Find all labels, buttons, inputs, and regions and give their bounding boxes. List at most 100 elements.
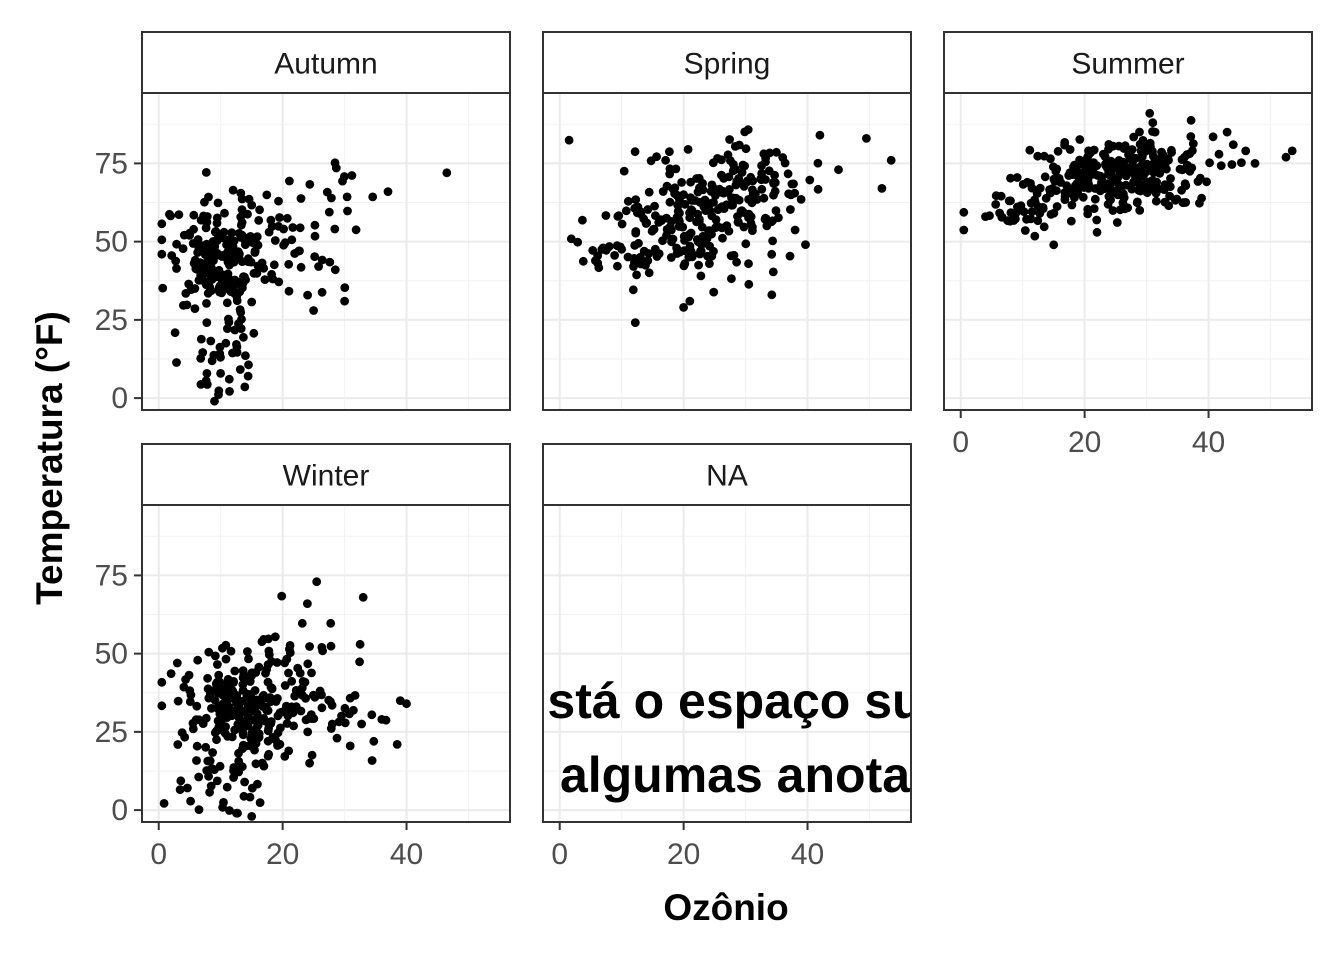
data-point: [644, 268, 654, 278]
data-point: [1060, 192, 1070, 201]
data-point: [280, 658, 290, 668]
data-point: [687, 252, 697, 262]
data-point: [332, 733, 342, 743]
x-tick-label: 20: [667, 838, 700, 871]
data-point: [337, 711, 346, 721]
data-point: [1186, 115, 1196, 125]
data-point: [192, 741, 202, 751]
data-point: [759, 149, 769, 159]
data-point: [728, 200, 737, 210]
data-point: [1112, 218, 1122, 227]
data-point: [238, 730, 248, 740]
data-point: [1049, 174, 1059, 184]
data-point: [203, 673, 213, 683]
data-point: [202, 766, 212, 775]
data-point: [1045, 185, 1054, 195]
data-point: [215, 677, 225, 687]
data-point: [693, 237, 703, 247]
data-point: [273, 728, 283, 738]
data-point: [1120, 204, 1130, 214]
data-point: [675, 208, 684, 218]
data-point: [367, 756, 377, 765]
data-point: [877, 184, 887, 193]
data-point: [203, 684, 213, 694]
data-point: [273, 711, 283, 721]
data-point: [757, 161, 766, 171]
data-point: [326, 724, 336, 733]
data-point: [705, 206, 715, 216]
panel-border: [542, 92, 912, 411]
data-point: [298, 677, 308, 686]
data-point: [186, 796, 196, 806]
data-point: [205, 756, 215, 766]
data-point: [677, 178, 686, 187]
data-point: [658, 236, 667, 246]
data-point: [298, 691, 307, 700]
data-point: [643, 205, 653, 214]
panel-border: [141, 504, 511, 823]
facet-strip-label: Autumn: [274, 48, 377, 81]
data-point: [1164, 155, 1173, 165]
data-point: [796, 195, 806, 204]
data-point: [202, 212, 212, 221]
data-point: [1133, 178, 1143, 187]
data-point: [650, 201, 659, 211]
data-point: [1188, 139, 1198, 149]
data-point: [680, 259, 690, 269]
data-point: [594, 263, 604, 273]
data-point: [279, 240, 288, 250]
data-point: [959, 207, 969, 217]
data-point: [761, 213, 770, 223]
data-point: [176, 776, 186, 786]
data-point: [212, 213, 222, 223]
data-point: [757, 184, 767, 194]
data-points: [157, 158, 452, 406]
data-point: [727, 274, 736, 284]
data-point: [1075, 135, 1085, 144]
x-axis-title: Ozônio: [663, 887, 788, 928]
data-point: [1039, 151, 1049, 161]
data-point: [683, 145, 693, 154]
data-point: [230, 725, 240, 735]
data-point: [679, 303, 688, 312]
data-point: [212, 735, 221, 745]
data-point: [216, 352, 225, 362]
grid-lines: [142, 505, 510, 822]
data-point: [696, 271, 706, 281]
data-point: [238, 279, 248, 288]
data-point: [715, 203, 725, 213]
data-point: [652, 252, 662, 261]
data-point: [303, 599, 312, 608]
data-point: [297, 683, 307, 693]
data-point: [240, 777, 250, 787]
data-point: [170, 328, 180, 338]
data-point: [230, 275, 240, 285]
facet-strip-label: Summer: [1071, 48, 1184, 81]
data-point: [644, 187, 654, 197]
data-point: [274, 196, 283, 206]
data-point: [194, 772, 204, 782]
data-point: [204, 647, 214, 657]
data-point: [610, 251, 619, 260]
data-point: [1106, 170, 1116, 180]
data-point: [251, 238, 261, 248]
data-point: [621, 206, 631, 216]
data-point: [245, 673, 255, 682]
data-point: [271, 697, 281, 706]
data-point: [1165, 191, 1174, 201]
data-point: [1113, 190, 1123, 200]
data-point: [1083, 204, 1093, 214]
data-point: [1180, 153, 1189, 162]
facet-strip-label: NA: [706, 460, 748, 493]
data-point: [225, 689, 235, 699]
data-point: [1011, 208, 1021, 218]
data-point: [288, 223, 298, 232]
data-point: [247, 200, 257, 210]
data-point: [254, 216, 264, 225]
data-point: [748, 222, 757, 232]
data-point: [1020, 226, 1030, 235]
data-point: [303, 290, 312, 300]
data-point: [210, 396, 219, 406]
data-point: [284, 668, 293, 678]
data-point: [355, 657, 364, 667]
